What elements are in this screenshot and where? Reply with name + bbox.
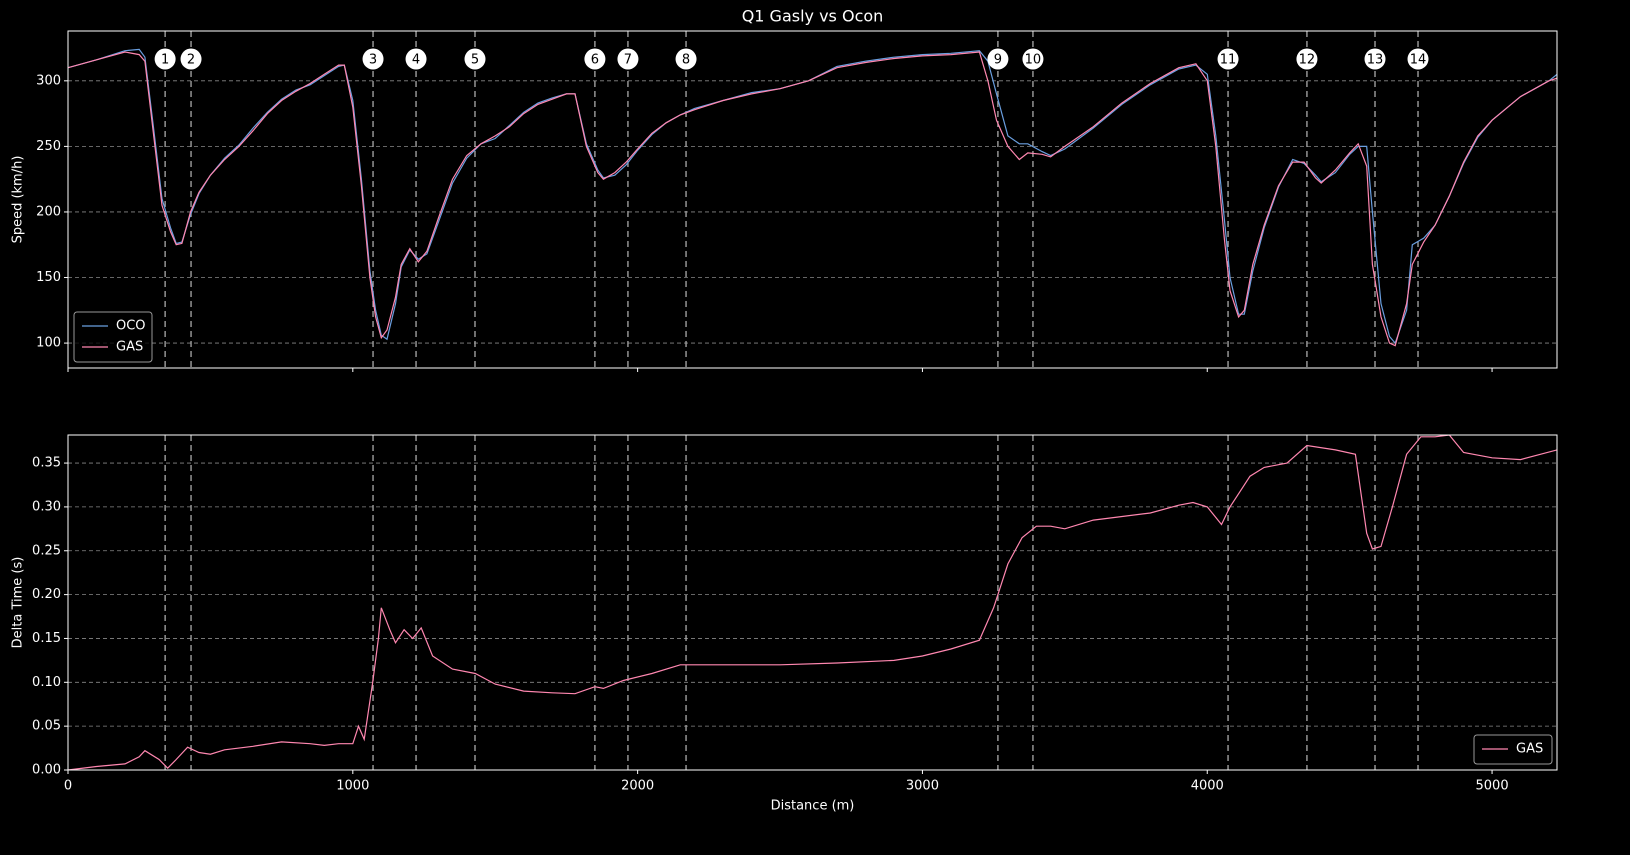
y-axis-label: Speed (km/h) [11,156,26,244]
corner-label: 11 [1220,53,1237,68]
x-tick-label: 2000 [621,779,654,794]
corner-marker [180,48,202,70]
chart-title: Q1 Gasly vs Ocon [742,7,884,26]
corner-label: 9 [994,53,1002,68]
axes-frame [67,30,1558,369]
x-tick-label: 1000 [336,779,369,794]
series-line [68,435,1557,770]
axes-frame [67,434,1558,771]
series-line [68,48,1557,345]
y-tick-label: 200 [36,204,61,219]
corner-label: 1 [161,53,169,68]
legend-box [73,311,153,363]
corner-label: 10 [1025,53,1042,68]
y-tick-label: 300 [36,73,61,88]
corner-label: 12 [1299,53,1316,68]
legend-label: GAS [1516,742,1543,757]
corner-marker [617,48,639,70]
corner-marker [405,48,427,70]
legend-label: OCO [116,319,146,334]
corner-marker [464,48,486,70]
x-tick-label: 4000 [1191,779,1224,794]
x-axis-label: Distance (m) [771,799,855,814]
y-tick-label: 0.35 [32,456,61,471]
y-tick-label: 0.05 [32,719,61,734]
y-tick-label: 0.10 [32,675,61,690]
y-tick-label: 250 [36,139,61,154]
y-tick-label: 0.25 [32,543,61,558]
corner-marker [1296,48,1318,70]
corner-marker [1407,48,1429,70]
corner-label: 7 [624,53,632,68]
x-tick-label: 3000 [906,779,939,794]
legend-box [1473,734,1553,765]
corner-marker [584,48,606,70]
corner-label: 5 [471,53,479,68]
y-tick-label: 0.15 [32,631,61,646]
x-tick-label: 5000 [1476,779,1509,794]
corner-marker [1217,48,1239,70]
corner-label: 6 [591,53,599,68]
corner-label: 2 [187,53,195,68]
y-tick-label: 150 [36,270,61,285]
corner-label: 8 [682,53,690,68]
corner-label: 3 [369,53,377,68]
legend-label: GAS [116,340,143,355]
corner-marker [675,48,697,70]
corner-marker [987,48,1009,70]
y-tick-label: 0.00 [32,763,61,778]
corner-marker [1022,48,1044,70]
corner-label: 14 [1410,53,1427,68]
y-tick-label: 100 [36,336,61,351]
corner-marker [154,48,176,70]
corner-label: 4 [412,53,420,68]
series-line [68,51,1557,347]
y-axis-label: Delta Time (s) [11,557,26,649]
y-tick-label: 0.30 [32,499,61,514]
corner-label: 13 [1367,53,1384,68]
x-tick-label: 0 [64,779,72,794]
corner-marker [362,48,384,70]
y-tick-label: 0.20 [32,587,61,602]
corner-marker [1364,48,1386,70]
